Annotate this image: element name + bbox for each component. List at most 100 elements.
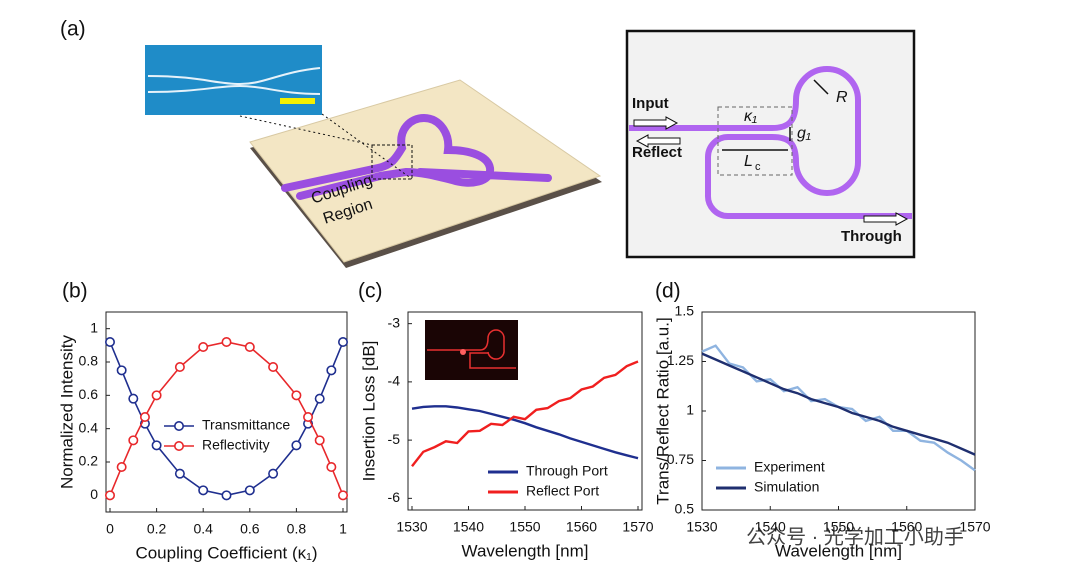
marker — [268, 468, 279, 479]
x-tick-label: 1530 — [396, 519, 427, 535]
y-tick-label: 0.2 — [79, 453, 99, 469]
marker — [174, 361, 185, 372]
port-label: Reflect — [632, 144, 682, 161]
x-tick-label: 1550 — [823, 519, 854, 535]
y-tick-label: 0.4 — [79, 419, 99, 435]
panel-label: (c) — [358, 280, 383, 303]
sem-waveguides — [147, 67, 321, 95]
x-tick-label: 1540 — [755, 519, 786, 535]
x-tick-label: 0 — [106, 521, 114, 537]
y-tick-label: 0.5 — [675, 501, 695, 517]
series-line — [411, 405, 639, 460]
marker — [314, 393, 325, 404]
length-sub: c — [755, 161, 761, 173]
marker — [221, 490, 232, 501]
y-tick-label: 0.75 — [667, 451, 694, 467]
marker — [291, 390, 302, 401]
x-tick-label: 1530 — [686, 519, 717, 535]
length-label: L — [744, 153, 753, 170]
y-tick-label: -4 — [388, 373, 401, 389]
zoom-line — [321, 113, 413, 180]
marker — [244, 485, 255, 496]
photo-spot — [460, 349, 466, 355]
marker — [128, 393, 139, 404]
marker — [326, 365, 337, 376]
marker — [303, 411, 314, 422]
panel-label: (b) — [62, 280, 88, 303]
panel-label: (d) — [655, 280, 681, 303]
marker — [244, 341, 255, 352]
photo-waveguide — [427, 329, 516, 369]
marker — [326, 461, 337, 472]
radius-label: R — [836, 89, 848, 106]
schematic: Input Reflect Through κ₁ g₁ L c R — [625, 29, 916, 259]
marker — [128, 435, 139, 446]
marker — [268, 361, 279, 372]
legend-marker — [174, 440, 185, 451]
kappa-label: κ₁ — [744, 108, 757, 125]
x-tick-label: 1540 — [453, 519, 484, 535]
y-tick-label: -5 — [388, 431, 401, 447]
x-tick-label: 1570 — [622, 519, 653, 535]
series-line — [411, 360, 639, 468]
y-tick-label: 1 — [686, 402, 694, 418]
plot-frame — [701, 311, 976, 511]
legend-label: Experiment — [754, 459, 825, 475]
waveguide — [281, 113, 552, 200]
radius-arrow — [813, 79, 829, 95]
legend-label: Simulation — [754, 479, 819, 495]
watermark: 公众号 · 光学加工小助手 — [746, 525, 964, 548]
series-line — [701, 352, 976, 456]
device-3d: Coupling Region — [145, 45, 602, 268]
marker — [221, 336, 232, 347]
x-axis-label: Coupling Coefficient (κ₁) — [135, 543, 317, 562]
x-tick-label: 1560 — [891, 519, 922, 535]
legend-label: Reflect Port — [526, 483, 599, 499]
y-tick-label: 0 — [90, 486, 98, 502]
arrow — [863, 212, 909, 226]
marker — [116, 461, 127, 472]
marker — [105, 336, 116, 347]
y-tick-label: 0.8 — [79, 353, 99, 369]
marker — [198, 341, 209, 352]
y-tick-label: 1.25 — [667, 352, 694, 368]
scale-bar — [280, 98, 315, 104]
legend-label: Through Port — [526, 463, 608, 479]
marker — [151, 390, 162, 401]
marker — [139, 411, 150, 422]
arrow — [635, 134, 681, 148]
legend-label: Reflectivity — [202, 437, 270, 453]
x-tick-label: 0.6 — [240, 521, 260, 537]
schematic-waveguide — [629, 66, 912, 220]
gap-label: g₁ — [797, 125, 811, 142]
y-tick-label: -6 — [388, 489, 401, 505]
legend-marker — [174, 420, 185, 431]
y-axis-label: Insertion Loss [dB] — [359, 341, 378, 482]
marker — [116, 365, 127, 376]
x-tick-label: 1550 — [509, 519, 540, 535]
coupling-box — [371, 144, 413, 180]
sem-inset — [145, 45, 322, 115]
x-tick-label: 0.2 — [147, 521, 167, 537]
x-tick-label: 1 — [339, 521, 347, 537]
panel-label: (a) — [60, 18, 86, 41]
marker — [198, 485, 209, 496]
x-tick-label: 0.8 — [287, 521, 307, 537]
marker — [174, 468, 185, 479]
port-label: Input — [632, 95, 669, 112]
marker — [337, 490, 348, 501]
port-label: Through — [841, 228, 902, 245]
legend-label: Transmittance — [202, 417, 290, 433]
x-tick-label: 0.4 — [193, 521, 213, 537]
marker — [105, 490, 116, 501]
marker — [314, 435, 325, 446]
x-tick-label: 1570 — [959, 519, 990, 535]
chip-photo — [425, 320, 518, 380]
x-axis-label: Wavelength [nm] — [775, 541, 902, 560]
y-axis-label: Trans/Reflect Ratio [a.u.] — [653, 317, 672, 504]
marker — [291, 440, 302, 451]
coupling-box — [717, 106, 793, 176]
y-tick-label: 1 — [90, 319, 98, 335]
